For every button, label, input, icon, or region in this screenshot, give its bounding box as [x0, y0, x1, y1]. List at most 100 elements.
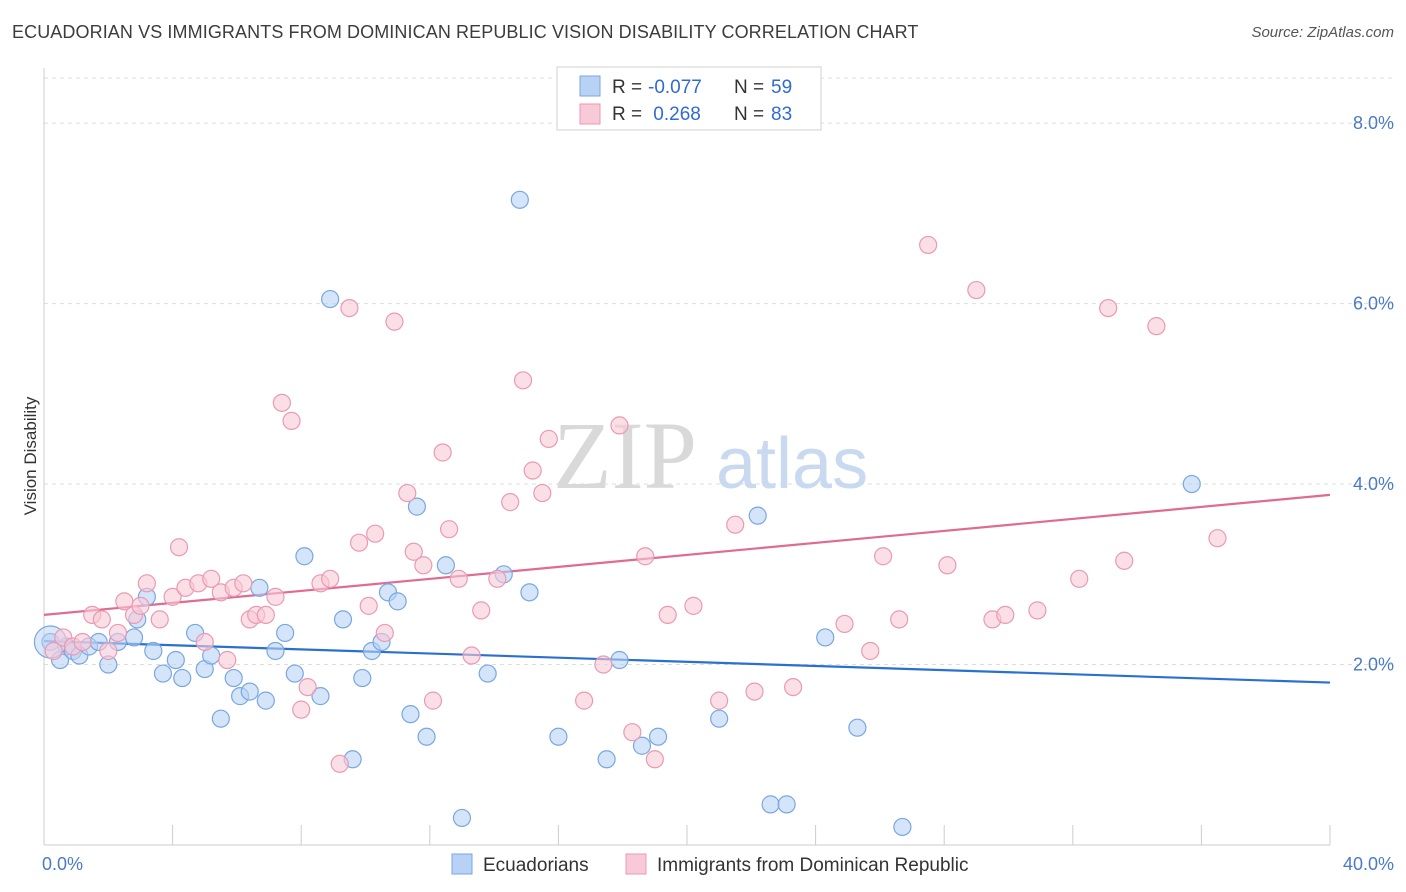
dominican-point: [218, 650, 237, 670]
dominican-point: [73, 632, 92, 652]
dominican-point: [861, 641, 880, 661]
dominican-trend-line: [43, 493, 1331, 616]
stats-legend-swatch-blue: [579, 75, 601, 97]
dominican-points: [44, 235, 1227, 773]
dominican-point: [298, 677, 317, 697]
ecuadorian-point: [173, 668, 192, 688]
ecuadorian-point: [610, 650, 629, 670]
stats-n-label-blue: N =: [734, 77, 764, 98]
source-credit: Source: ZipAtlas.com: [1251, 24, 1394, 41]
ecuadorian-point: [777, 795, 796, 814]
dominican-point: [996, 605, 1015, 625]
dominican-point: [163, 587, 182, 606]
dominican-point: [99, 641, 118, 661]
dominican-point: [359, 596, 378, 615]
dominican-point: [150, 610, 169, 629]
stats-n-label-pink: N =: [734, 104, 764, 125]
ecuadorian-point: [250, 578, 269, 597]
dominican-point: [938, 556, 957, 575]
ecuadorian-point: [388, 592, 407, 611]
dominican-point: [684, 596, 703, 615]
axes: [43, 68, 1331, 846]
dominican-point: [726, 515, 745, 534]
dominican-point: [1115, 551, 1134, 570]
stats-r-value-pink: 0.268: [648, 104, 701, 125]
dominican-point: [108, 623, 128, 643]
dominican-point: [330, 754, 349, 773]
dominican-point: [398, 483, 417, 503]
dominican-point: [645, 750, 664, 769]
series-legend-swatch-pink: [625, 853, 647, 875]
y-tick-labels: 2.0% 4.0% 6.0% 8.0%: [1353, 113, 1394, 674]
stats-n-value-pink: 83: [771, 104, 792, 125]
dominican-point: [523, 461, 542, 480]
ecuadorian-point: [478, 664, 497, 683]
series-legend: Ecuadorians Immigrants from Dominican Re…: [451, 853, 969, 876]
chart-title: ECUADORIAN VS IMMIGRANTS FROM DOMINICAN …: [12, 22, 919, 42]
dominican-point: [539, 429, 558, 449]
dominican-point: [919, 235, 938, 255]
y-tick-label: 8.0%: [1353, 113, 1394, 133]
dominican-point: [234, 574, 253, 593]
ecuadorian-point: [295, 547, 314, 566]
dominican-point: [169, 538, 189, 557]
ecuadorian-points: [33, 190, 1201, 837]
y-tick-label: 6.0%: [1353, 294, 1394, 314]
series-legend-label-blue: Ecuadorians: [483, 855, 589, 876]
ecuadorian-point: [333, 610, 353, 629]
dominican-point: [967, 280, 986, 300]
dominican-point: [349, 533, 369, 552]
ecuadorian-point: [311, 687, 330, 706]
dominican-point: [610, 416, 629, 435]
ecuadorian-point: [436, 556, 455, 575]
x-tick-label-min: 0.0%: [42, 854, 83, 874]
ecuadorian-point: [224, 668, 243, 688]
ecuadorian-point: [748, 506, 767, 525]
watermark-zip: ZIP: [553, 402, 697, 509]
ecuadorian-point: [520, 583, 539, 602]
stats-legend-box: [556, 66, 822, 131]
dominican-point: [385, 312, 404, 331]
ecuadorian-point: [144, 641, 163, 661]
dominican-point: [783, 677, 803, 697]
dominican-point: [710, 691, 729, 710]
ecuadorian-point: [153, 664, 173, 683]
dominican-point: [1208, 529, 1227, 548]
dominican-point: [340, 299, 359, 318]
ecuadorian-point: [417, 727, 436, 746]
ecuadorian-point: [166, 650, 185, 670]
dominican-point: [44, 641, 63, 661]
dominican-point: [513, 371, 533, 390]
dominican-point: [423, 691, 443, 710]
ecuadorian-point: [211, 709, 230, 728]
dominican-point: [266, 587, 285, 606]
series-legend-label-pink: Immigrants from Dominican Republic: [657, 855, 969, 876]
ecuadorian-point: [124, 628, 144, 647]
ecuadorian-point: [285, 664, 304, 683]
x-tick-label-max: 40.0%: [1343, 854, 1394, 874]
stats-n-value-blue: 59: [771, 77, 792, 98]
ecuadorian-point: [353, 668, 372, 688]
ecuadorian-point: [407, 497, 427, 516]
dominican-point: [321, 569, 340, 588]
ecuadorian-point: [401, 705, 420, 724]
y-tick-label: 2.0%: [1353, 655, 1394, 675]
ecuadorian-point: [510, 190, 529, 209]
dominican-point: [131, 596, 150, 615]
dominican-point: [874, 547, 893, 566]
stats-r-value-blue: -0.077: [648, 77, 702, 98]
dominican-point: [92, 610, 111, 629]
stats-r-label-pink: R =: [612, 104, 642, 125]
series-legend-swatch-blue: [451, 853, 473, 875]
ecuadorian-point: [266, 641, 285, 661]
dominican-point: [404, 542, 423, 561]
dominican-point: [433, 443, 452, 462]
dominican-point: [533, 483, 552, 503]
dominican-point: [462, 646, 481, 665]
dominican-point: [282, 411, 301, 430]
ecuadorian-point: [632, 736, 652, 755]
stats-legend: R = -0.077 N = 59 R = 0.268 N = 83: [556, 66, 822, 131]
dominican-point: [658, 605, 677, 625]
dominican-point: [366, 524, 385, 543]
